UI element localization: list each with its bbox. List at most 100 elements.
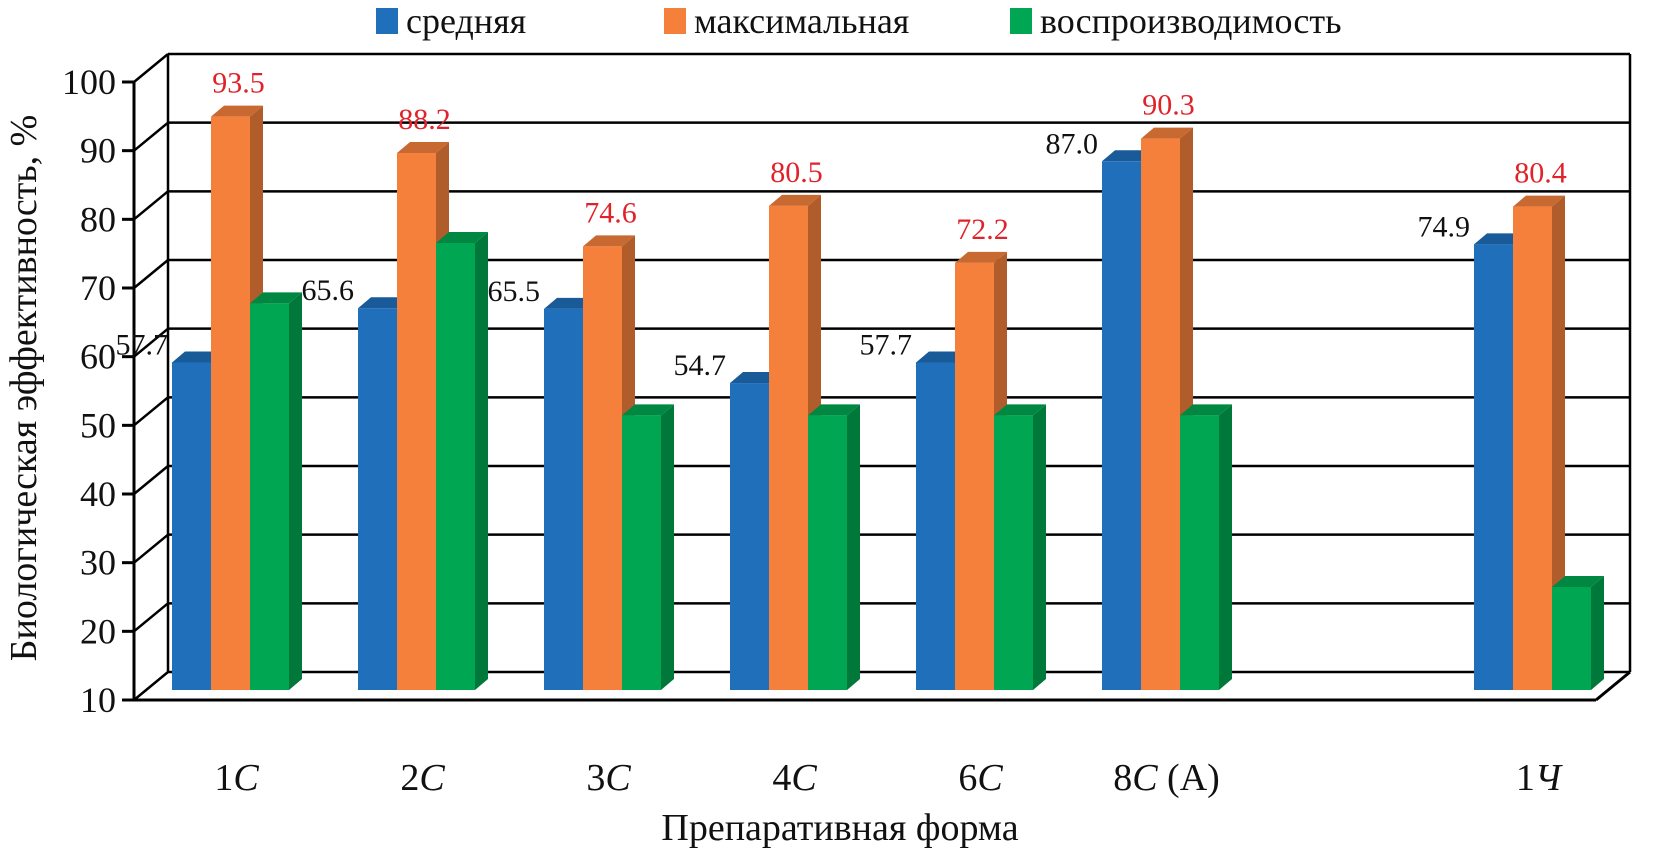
bar (622, 404, 674, 690)
x-axis-title: Препаративная форма (661, 807, 1018, 849)
x-tick-label: 1Ч (1516, 757, 1563, 799)
x-tick-label: 6С (958, 757, 1003, 799)
x-tick-label: 1С (214, 757, 259, 799)
legend-label: максимальная (694, 1, 909, 41)
bar-top (994, 404, 1046, 416)
grid-diagonal (133, 121, 169, 152)
data-label: 57.7 (116, 328, 169, 361)
y-tick-label: 10 (80, 680, 116, 720)
bar-top (211, 105, 263, 117)
y-tick-label: 90 (80, 131, 116, 171)
data-label: 65.6 (302, 274, 355, 307)
bar (994, 404, 1046, 690)
grid-diagonal (133, 533, 169, 564)
x-tick-label: 2С (400, 757, 445, 799)
bar-front (1102, 161, 1141, 690)
bar-top (1552, 576, 1604, 587)
grid-diagonal (133, 465, 169, 495)
bar-front (730, 383, 769, 690)
legend-entry: воспроизводимость (1010, 1, 1341, 41)
data-labels: 57.7 93.5 65.6 88.2 65.5 74.6 54.7 80.5 57.7 72.2… (116, 67, 1567, 382)
y-tick-label: 60 (80, 337, 116, 377)
bar-top (397, 142, 449, 154)
bar-front (622, 415, 661, 690)
bar-front (1474, 244, 1513, 690)
bar (1552, 576, 1604, 690)
bar-top (583, 235, 635, 247)
bar-top (1180, 404, 1232, 416)
bar-front (1552, 587, 1591, 690)
bar-front (544, 308, 583, 690)
bar-side (1219, 404, 1232, 690)
data-label: 57.7 (860, 328, 913, 361)
legend: средняя максимальная воспроизводимость (376, 1, 1341, 41)
bar-top (1141, 127, 1193, 139)
bars (172, 105, 1604, 691)
bar-front (994, 415, 1033, 690)
legend-swatch (664, 8, 686, 34)
legend-entry: средняя (376, 1, 526, 41)
bar (1513, 195, 1565, 690)
data-label: 65.5 (488, 275, 541, 308)
bar-top (250, 292, 302, 304)
bar-front (358, 308, 397, 690)
bar-top (622, 404, 674, 416)
x-tick-label: 4С (772, 757, 817, 799)
bar-side (847, 404, 860, 690)
bar (250, 292, 302, 690)
bar-top (769, 194, 821, 206)
bar-side (289, 292, 302, 690)
bar (436, 231, 488, 691)
bar (808, 404, 860, 690)
bar-top (808, 404, 860, 416)
bar-side (1033, 404, 1046, 690)
grid-diagonal (133, 190, 169, 221)
y-tick-label: 20 (80, 611, 116, 651)
grid-diagonal (133, 602, 169, 633)
bar-front (436, 242, 475, 691)
legend-swatch (1010, 8, 1032, 34)
bar-front (955, 262, 994, 690)
x-axis: 1С 2С 3С 4С 6С 8С (А) 1Ч (214, 757, 1563, 799)
bar-front (211, 116, 250, 691)
bar (1180, 404, 1232, 690)
bar-side (1552, 195, 1565, 690)
bar-front (1513, 206, 1552, 690)
bar-side (1591, 576, 1604, 690)
grid-diagonal (133, 327, 169, 358)
data-label: 74.9 (1418, 210, 1471, 243)
bar-front (808, 415, 847, 690)
bar-front (1180, 415, 1219, 690)
data-label: 74.6 (584, 196, 637, 229)
bar-side (475, 231, 488, 691)
y-tick-label: 70 (80, 268, 116, 308)
data-label: 88.2 (398, 103, 451, 136)
y-tick-label: 80 (80, 199, 116, 239)
grid-diagonal (133, 671, 169, 701)
bar-top (955, 251, 1007, 263)
data-label: 54.7 (674, 349, 727, 382)
grid-diagonal (133, 396, 169, 427)
data-label: 80.4 (1514, 157, 1567, 190)
legend-label: средняя (406, 1, 526, 41)
y-tick-label: 100 (62, 62, 116, 102)
bar-front (250, 303, 289, 690)
bar-front (172, 362, 211, 690)
y-tick-label: 40 (80, 474, 116, 514)
bar-front (769, 205, 808, 690)
legend-swatch (376, 8, 398, 34)
x-tick-label: 3С (586, 757, 631, 799)
bar-side (661, 404, 674, 690)
data-label: 80.5 (770, 156, 823, 189)
y-tick-label: 30 (80, 543, 116, 583)
bar-top (436, 231, 488, 243)
legend-entry: максимальная (664, 1, 909, 41)
data-label: 72.2 (956, 213, 1009, 246)
y-axis: 10 20 30 40 50 60 70 80 90 100 (62, 62, 1631, 720)
bar-front (1141, 138, 1180, 690)
data-label: 93.5 (212, 67, 265, 100)
floor-right-edge (1595, 670, 1631, 702)
y-axis-title: Биологическая эффективность, % (3, 115, 45, 662)
bar-front (397, 153, 436, 690)
